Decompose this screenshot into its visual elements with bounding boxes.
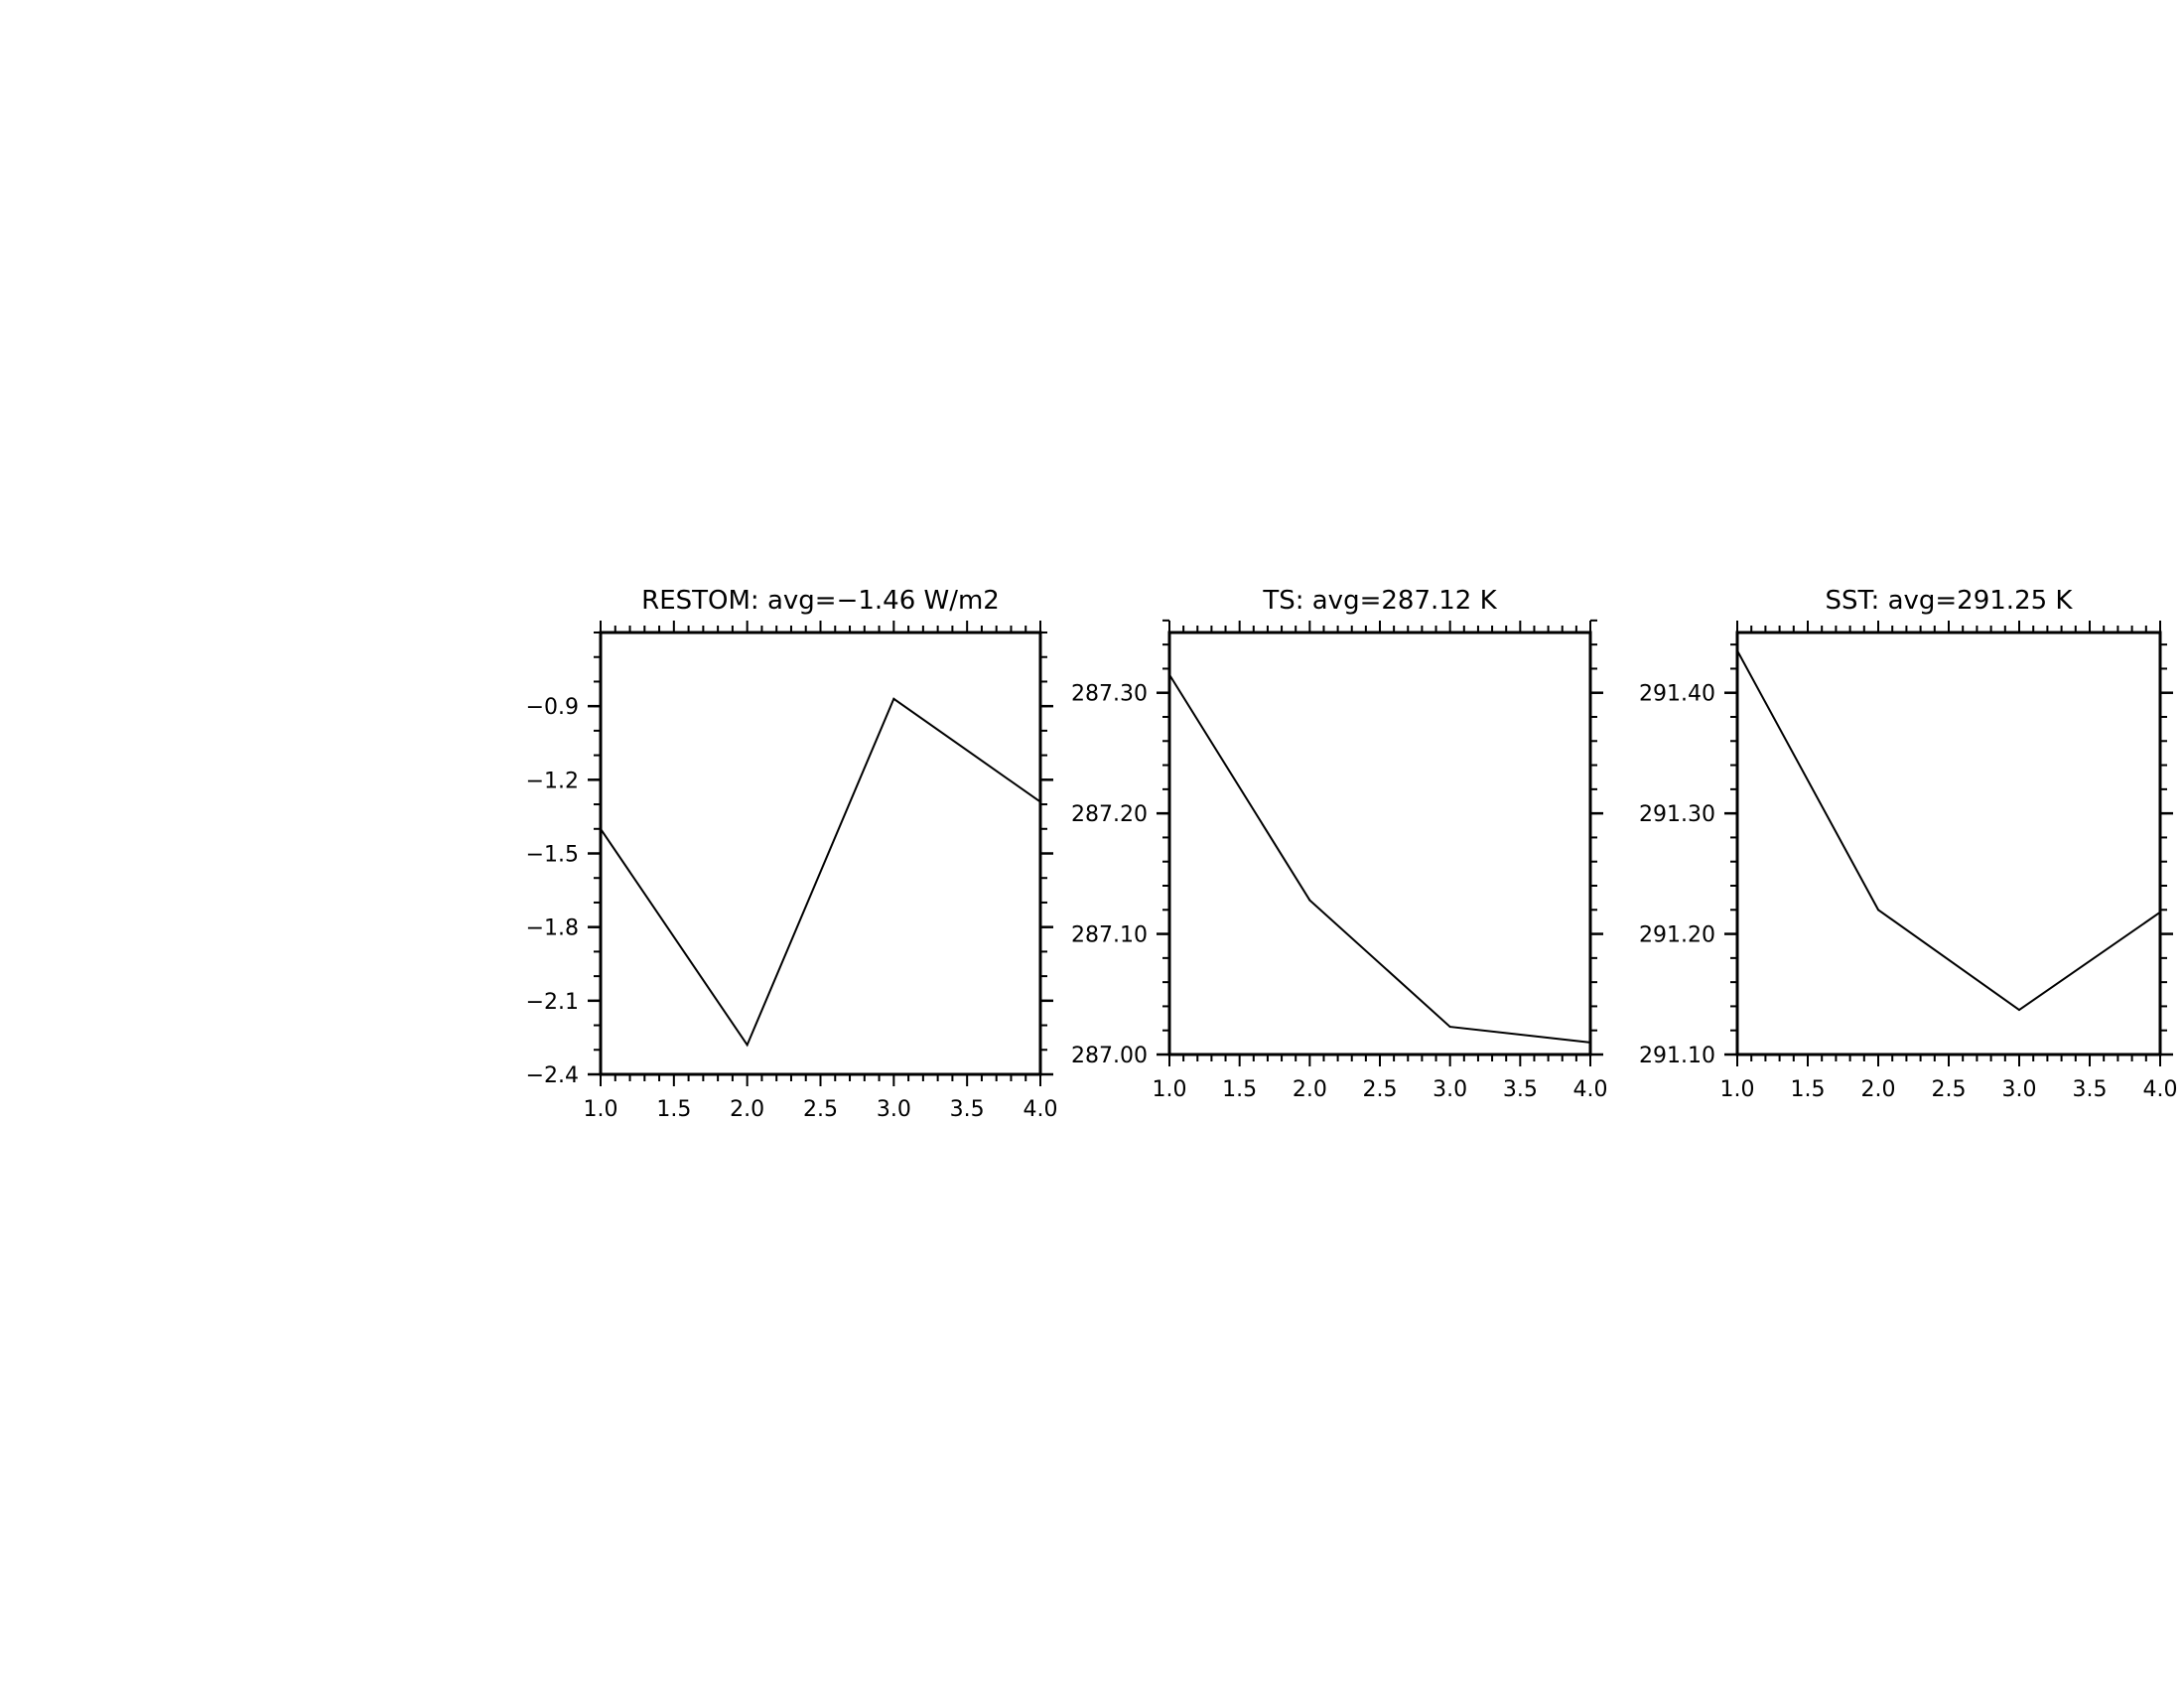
x-tick-label: 1.5 [656, 1097, 691, 1122]
x-tick-label: 3.5 [1503, 1077, 1538, 1102]
x-tick-label: 4.0 [2143, 1077, 2178, 1102]
y-tick-label: 287.10 [1071, 923, 1148, 948]
data-point [2159, 911, 2161, 914]
series-line [1168, 673, 1591, 1044]
y-tick-label: 291.20 [1639, 923, 1715, 948]
x-tick-label: 2.0 [1861, 1077, 1896, 1102]
data-point [746, 1044, 749, 1047]
data-point [1736, 649, 1738, 652]
data-point [600, 827, 602, 830]
chart-title: RESTOM: avg=−1.46 W/m2 [641, 586, 1000, 616]
x-tick-label: 3.0 [877, 1097, 911, 1122]
chart-panel-1: RESTOM: avg=−1.46 W/m2 1.0 1.5 2.0 2.5 3.0 3.5… [526, 586, 1058, 1122]
plot-frame [1735, 631, 2162, 1056]
chart-panel-3: SST: avg=291.25 K 1.0 1.5 2.0 2.5 3.0 3.5 4.0 29… [1639, 586, 2177, 1102]
x-tick-label: 2.5 [1363, 1077, 1398, 1102]
series-line [600, 697, 1041, 1048]
x-tick-label: 1.5 [1222, 1077, 1257, 1102]
data-point [892, 697, 895, 700]
x-tick-label: 4.0 [1024, 1097, 1058, 1122]
data-point [1448, 1026, 1451, 1029]
x-tick-label: 1.5 [1791, 1077, 1826, 1102]
y-tick-label: −2.4 [526, 1063, 579, 1088]
x-tick-label: 3.5 [2073, 1077, 2108, 1102]
data-point [1168, 673, 1170, 676]
x-tick-label: 2.0 [1293, 1077, 1327, 1102]
data-point [1589, 1041, 1591, 1044]
y-tick-label: 291.10 [1639, 1044, 1715, 1068]
data-point [1308, 899, 1311, 902]
x-tick-label: 3.5 [950, 1097, 985, 1122]
series-line [1736, 649, 2161, 1012]
y-tick-label: −0.9 [526, 695, 579, 720]
chart-panel-2: TS: avg=287.12 K 1.0 1.5 2.0 2.5 3.0 3.5 4.0 287… [1071, 586, 1607, 1102]
x-tick-label: 3.0 [2002, 1077, 2037, 1102]
plot-frame [1167, 631, 1592, 1056]
plot-frame [599, 631, 1042, 1076]
x-tick-label: 2.0 [730, 1097, 764, 1122]
y-tick-label: −2.1 [526, 990, 579, 1015]
y-tick-label: −1.2 [526, 769, 579, 793]
x-tick-label: 3.0 [1433, 1077, 1467, 1102]
y-tick-label: 287.30 [1071, 682, 1148, 707]
data-point [1877, 909, 1879, 912]
data-point [2018, 1009, 2020, 1012]
y-tick-label: −1.8 [526, 916, 579, 941]
data-point [1039, 800, 1041, 803]
chart-title: TS: avg=287.12 K [1262, 586, 1497, 616]
y-tick-label: −1.5 [526, 843, 579, 868]
x-tick-label: 1.0 [1720, 1077, 1755, 1102]
x-tick-label: 1.0 [1153, 1077, 1187, 1102]
x-tick-label: 1.0 [584, 1097, 618, 1122]
x-tick-label: 2.5 [803, 1097, 838, 1122]
y-tick-label: 291.40 [1639, 682, 1715, 707]
y-tick-label: 291.30 [1639, 802, 1715, 827]
y-tick-label: 287.20 [1071, 802, 1148, 827]
chart-title: SST: avg=291.25 K [1826, 586, 2074, 616]
x-tick-label: 2.5 [1932, 1077, 1967, 1102]
x-tick-label: 4.0 [1573, 1077, 1608, 1102]
y-tick-label: 287.00 [1071, 1044, 1148, 1068]
